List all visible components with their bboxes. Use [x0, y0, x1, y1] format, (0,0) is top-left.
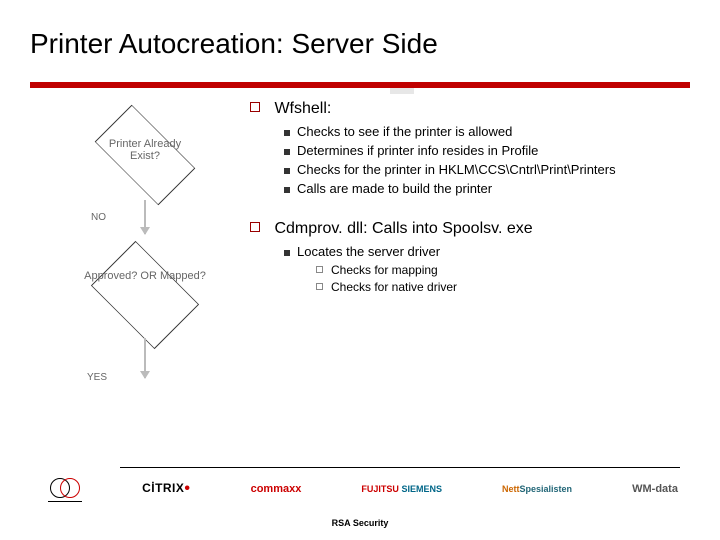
yes-label: YES	[87, 372, 107, 383]
decision-label: Printer Already Exist?	[80, 138, 210, 162]
slide-title: Printer Autocreation: Server Side	[30, 28, 438, 60]
nettspesialisten-logo: NettSpesialisten	[502, 484, 572, 494]
bullet-square-icon	[284, 187, 290, 193]
footer-rule	[120, 467, 680, 468]
sublist-item: Checks for mapping	[316, 263, 690, 277]
content-outline: Wfshell: Checks to see if the printer is…	[250, 100, 690, 304]
list-item: Calls are made to build the printer	[284, 181, 690, 196]
bullet-square-icon	[284, 168, 290, 174]
arrow-down-1	[144, 200, 146, 234]
flowchart: Printer Already Exist? NO Approved? OR M…	[55, 120, 235, 388]
list-item: Checks for the printer in HKLM\CCS\Cntrl…	[284, 162, 690, 177]
list-item: Determines if printer info resides in Pr…	[284, 143, 690, 158]
decision-printer-exist: Printer Already Exist?	[80, 120, 210, 190]
section-cdmprov: Cdmprov. dll: Calls into Spoolsv. exe Lo…	[250, 220, 690, 294]
citrix-logo: CİTRIX•	[142, 480, 190, 498]
bullet-hollow-red	[250, 102, 260, 112]
wmdata-logo: WM-data	[632, 483, 678, 495]
footer-logos: CİTRIX• commaxx FUJITSU SIEMENS NettSpes…	[48, 476, 678, 502]
decision-approved-mapped: Approved? OR Mapped?	[80, 254, 210, 338]
section-heading: Cdmprov. dll: Calls into Spoolsv. exe	[274, 220, 532, 237]
section-heading: Wfshell:	[274, 100, 331, 117]
bullet-hollow-grey	[316, 283, 323, 290]
decision-label-2: Approved? OR Mapped?	[80, 270, 210, 282]
section-wfshell: Wfshell: Checks to see if the printer is…	[250, 100, 690, 196]
title-underline	[30, 82, 690, 88]
list-item: Checks to see if the printer is allowed	[284, 124, 690, 139]
bullet-square-icon	[284, 149, 290, 155]
bullet-hollow-grey	[316, 266, 323, 273]
fujitsu-siemens-logo: FUJITSU SIEMENS	[361, 484, 442, 494]
bullet-square-icon	[284, 250, 290, 256]
bullet-hollow-red	[250, 222, 260, 232]
bullet-square-icon	[284, 130, 290, 136]
list-item: Locates the server driver	[284, 244, 690, 259]
commaxx-logo: commaxx	[251, 483, 302, 495]
cug-logo-icon	[48, 476, 82, 502]
sublist-item: Checks for native driver	[316, 280, 690, 294]
arrow-down-2	[144, 338, 146, 378]
rsa-footer-text: RSA Security	[0, 518, 720, 528]
underline-shadow	[390, 88, 414, 94]
no-label: NO	[91, 212, 106, 223]
